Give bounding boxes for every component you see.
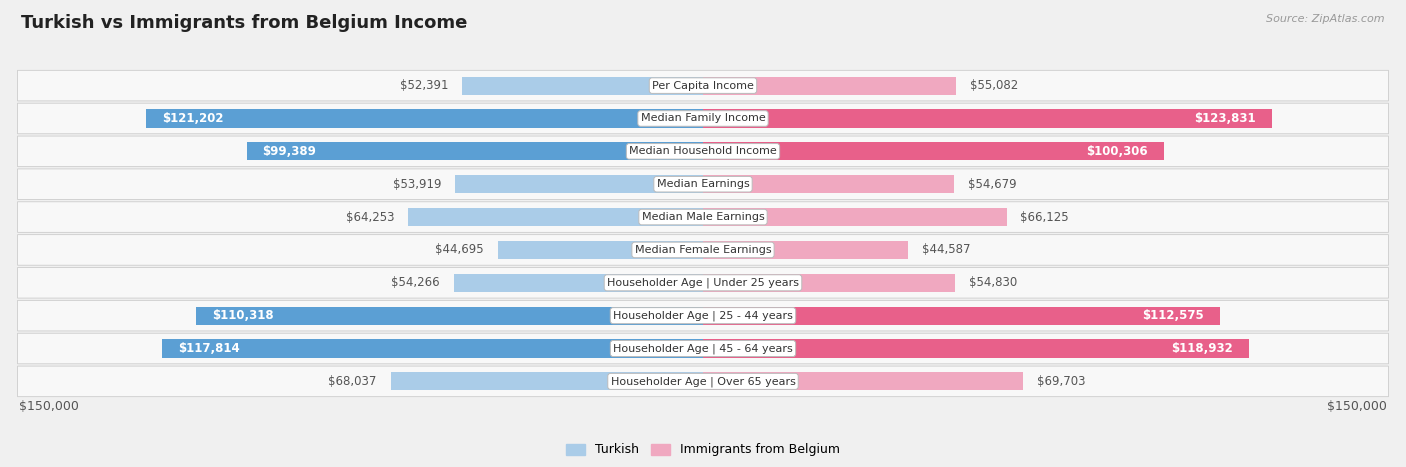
Text: Median Male Earnings: Median Male Earnings (641, 212, 765, 222)
Text: $123,831: $123,831 (1194, 112, 1256, 125)
Bar (463, 77, 703, 95)
Text: Householder Age | Under 25 years: Householder Age | Under 25 years (607, 277, 799, 288)
Text: Median Earnings: Median Earnings (657, 179, 749, 189)
Text: $54,830: $54,830 (969, 276, 1017, 289)
FancyBboxPatch shape (17, 366, 1389, 396)
Text: Per Capita Income: Per Capita Income (652, 81, 754, 91)
Bar (703, 208, 1007, 226)
FancyBboxPatch shape (17, 202, 1389, 233)
FancyBboxPatch shape (17, 103, 1389, 134)
Bar (703, 307, 1220, 325)
Text: $54,679: $54,679 (967, 178, 1017, 191)
Text: $121,202: $121,202 (163, 112, 224, 125)
Bar (703, 109, 1272, 127)
Bar (454, 274, 703, 292)
Bar (162, 340, 703, 358)
Text: Median Household Income: Median Household Income (628, 146, 778, 156)
Text: $110,318: $110,318 (212, 309, 274, 322)
Text: $112,575: $112,575 (1142, 309, 1204, 322)
Bar (703, 340, 1250, 358)
Text: $44,695: $44,695 (436, 243, 484, 256)
Text: $150,000: $150,000 (1327, 400, 1388, 412)
Text: Turkish vs Immigrants from Belgium Income: Turkish vs Immigrants from Belgium Incom… (21, 14, 467, 32)
Text: Householder Age | Over 65 years: Householder Age | Over 65 years (610, 376, 796, 387)
Text: Householder Age | 45 - 64 years: Householder Age | 45 - 64 years (613, 343, 793, 354)
Text: Median Family Income: Median Family Income (641, 113, 765, 123)
Bar (146, 109, 703, 127)
Bar (703, 175, 955, 193)
Text: $150,000: $150,000 (18, 400, 79, 412)
FancyBboxPatch shape (17, 136, 1389, 167)
Text: $100,306: $100,306 (1085, 145, 1147, 158)
Text: Source: ZipAtlas.com: Source: ZipAtlas.com (1267, 14, 1385, 24)
Text: $64,253: $64,253 (346, 211, 394, 224)
Bar (408, 208, 703, 226)
Bar (197, 307, 703, 325)
Bar (456, 175, 703, 193)
FancyBboxPatch shape (17, 169, 1389, 199)
Text: $54,266: $54,266 (391, 276, 440, 289)
Text: $53,919: $53,919 (394, 178, 441, 191)
FancyBboxPatch shape (17, 268, 1389, 298)
Text: Householder Age | 25 - 44 years: Householder Age | 25 - 44 years (613, 311, 793, 321)
Text: $52,391: $52,391 (401, 79, 449, 92)
Text: $68,037: $68,037 (329, 375, 377, 388)
Text: $118,932: $118,932 (1171, 342, 1233, 355)
Text: $66,125: $66,125 (1021, 211, 1069, 224)
Legend: Turkish, Immigrants from Belgium: Turkish, Immigrants from Belgium (561, 439, 845, 461)
Text: $44,587: $44,587 (921, 243, 970, 256)
Text: $117,814: $117,814 (179, 342, 239, 355)
Bar (703, 77, 956, 95)
Bar (703, 142, 1164, 160)
Text: Median Female Earnings: Median Female Earnings (634, 245, 772, 255)
Text: $69,703: $69,703 (1036, 375, 1085, 388)
Text: $55,082: $55,082 (970, 79, 1018, 92)
FancyBboxPatch shape (17, 71, 1389, 101)
Bar (703, 241, 908, 259)
FancyBboxPatch shape (17, 333, 1389, 364)
Bar (391, 372, 703, 390)
Bar (703, 274, 955, 292)
FancyBboxPatch shape (17, 300, 1389, 331)
Bar (703, 372, 1024, 390)
Bar (246, 142, 703, 160)
FancyBboxPatch shape (17, 234, 1389, 265)
Text: $99,389: $99,389 (263, 145, 316, 158)
Bar (498, 241, 703, 259)
